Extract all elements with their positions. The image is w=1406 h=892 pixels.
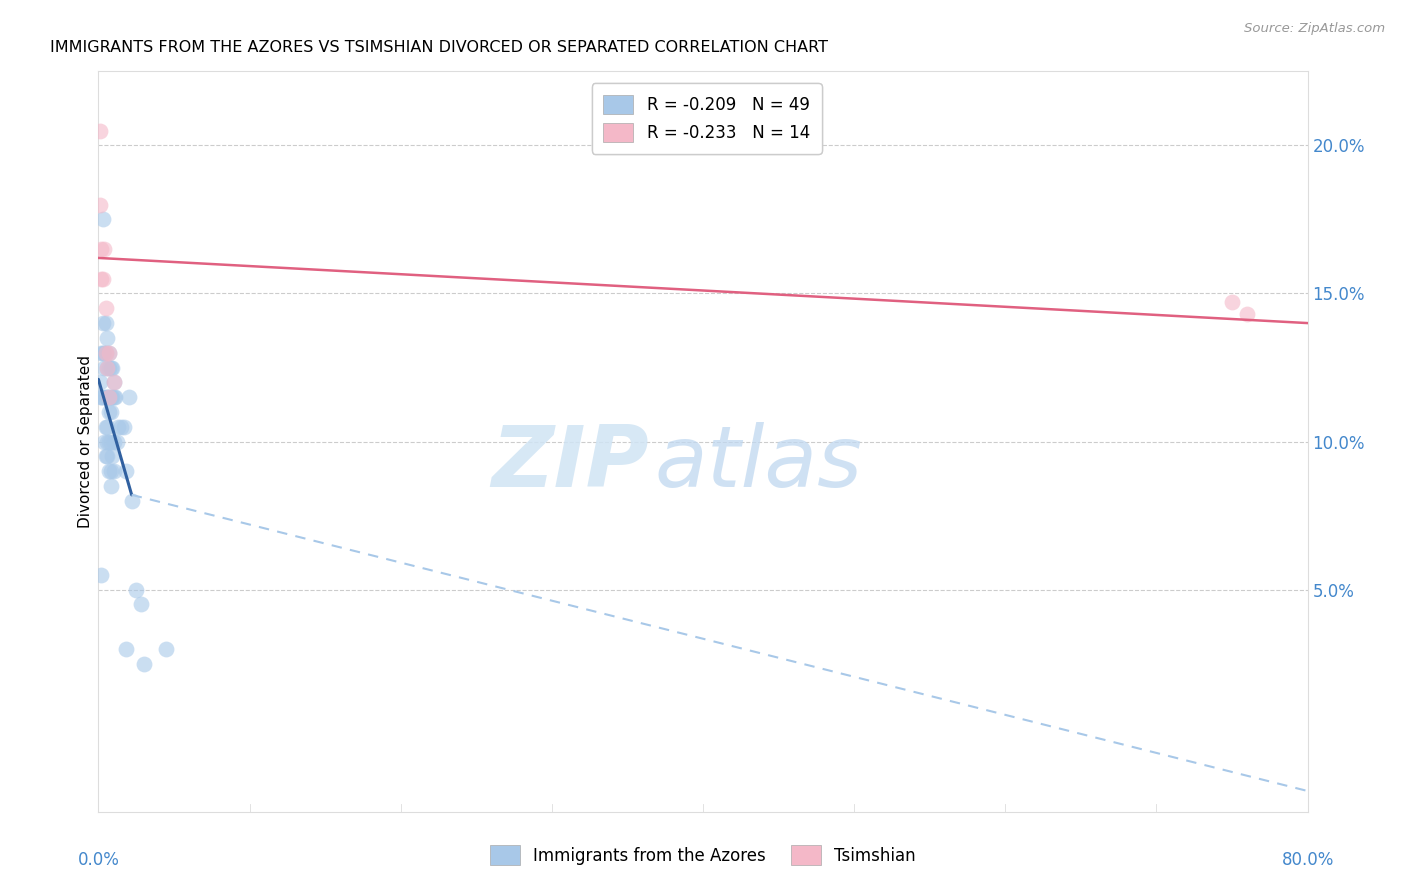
Point <box>103 464 125 478</box>
Point <box>100 434 122 449</box>
Point <box>96 434 118 449</box>
Point <box>96 390 118 404</box>
Point <box>132 657 155 671</box>
Point <box>93 360 115 375</box>
Point <box>98 405 121 419</box>
Point <box>104 390 127 404</box>
Point <box>94 419 117 434</box>
Point <box>98 360 121 375</box>
Point <box>155 641 177 656</box>
Point <box>91 212 114 227</box>
Point <box>94 345 117 359</box>
Point <box>91 345 114 359</box>
Text: Source: ZipAtlas.com: Source: ZipAtlas.com <box>1244 22 1385 36</box>
Point <box>89 376 111 390</box>
Point <box>121 493 143 508</box>
Text: ZIP: ZIP <box>491 422 648 505</box>
Point <box>100 405 122 419</box>
Point <box>98 434 121 449</box>
Text: 80.0%: 80.0% <box>1281 851 1334 869</box>
Point <box>100 360 122 375</box>
Y-axis label: Divorced or Separated: Divorced or Separated <box>77 355 93 528</box>
Point <box>114 464 136 478</box>
Point <box>100 464 122 478</box>
Point <box>100 390 122 404</box>
Point <box>93 434 115 449</box>
Point <box>96 360 118 375</box>
Point <box>94 316 117 330</box>
Point <box>90 567 112 582</box>
Point <box>103 390 125 404</box>
Point <box>90 390 112 404</box>
Point <box>103 376 125 390</box>
Point <box>94 450 117 464</box>
Point <box>103 376 125 390</box>
Point <box>94 390 117 404</box>
Point <box>101 390 124 404</box>
Point <box>105 434 128 449</box>
Point <box>98 390 121 404</box>
Point <box>96 360 118 375</box>
Point <box>103 434 125 449</box>
Point <box>93 242 115 256</box>
Point <box>94 301 117 316</box>
Point <box>1220 295 1243 310</box>
Point <box>96 331 118 345</box>
Point <box>93 345 115 359</box>
Point <box>90 390 112 404</box>
Point <box>1236 307 1258 321</box>
Text: atlas: atlas <box>655 422 863 505</box>
Point <box>107 419 129 434</box>
Point <box>101 450 124 464</box>
Point <box>112 419 135 434</box>
Point <box>129 598 152 612</box>
Text: IMMIGRANTS FROM THE AZORES VS TSIMSHIAN DIVORCED OR SEPARATED CORRELATION CHART: IMMIGRANTS FROM THE AZORES VS TSIMSHIAN … <box>51 40 828 55</box>
Point <box>89 197 111 211</box>
Point <box>98 390 121 404</box>
Legend: Immigrants from the Azores, Tsimshian: Immigrants from the Azores, Tsimshian <box>482 837 924 873</box>
Point <box>110 419 132 434</box>
Point <box>98 345 121 359</box>
Point <box>90 242 112 256</box>
Point <box>91 316 114 330</box>
Point <box>114 641 136 656</box>
Point <box>90 345 112 359</box>
Point <box>89 123 111 137</box>
Point <box>91 271 114 285</box>
Point <box>125 582 148 597</box>
Point <box>91 390 114 404</box>
Legend: R = -0.209   N = 49, R = -0.233   N = 14: R = -0.209 N = 49, R = -0.233 N = 14 <box>592 83 821 153</box>
Point <box>96 450 118 464</box>
Point <box>98 464 121 478</box>
Point <box>98 345 121 359</box>
Point <box>94 345 117 359</box>
Point <box>96 419 118 434</box>
Point <box>118 390 141 404</box>
Text: 0.0%: 0.0% <box>77 851 120 869</box>
Point <box>90 271 112 285</box>
Point <box>100 479 122 493</box>
Point <box>101 360 124 375</box>
